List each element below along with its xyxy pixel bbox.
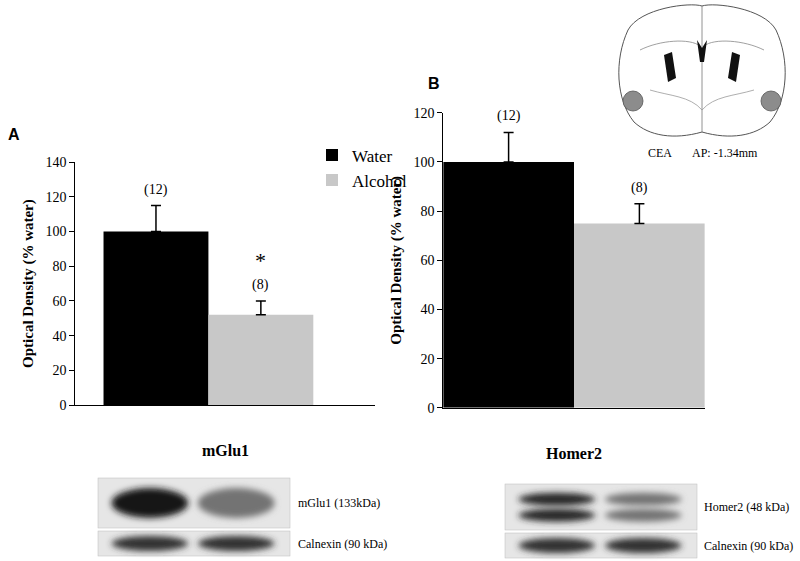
svg-text:60: 60: [52, 294, 66, 309]
svg-text:B: B: [428, 75, 440, 92]
svg-text:40: 40: [52, 329, 66, 344]
svg-text:100: 100: [45, 224, 66, 239]
svg-text:(12): (12): [144, 182, 168, 198]
svg-text:Calnexin (90 kDa): Calnexin (90 kDa): [704, 539, 793, 553]
svg-text:Optical Density (% water): Optical Density (% water): [20, 199, 37, 368]
svg-text:Homer2: Homer2: [546, 445, 602, 462]
svg-text:100: 100: [413, 155, 434, 170]
svg-text:20: 20: [420, 352, 434, 367]
svg-text:(8): (8): [252, 277, 269, 293]
svg-text:mGlu1 (133kDa): mGlu1 (133kDa): [298, 496, 380, 510]
svg-text:CEA: CEA: [648, 146, 672, 160]
svg-text:Homer2 (48 kDa): Homer2 (48 kDa): [704, 500, 789, 514]
svg-text:Optical Density (% water): Optical Density (% water): [388, 176, 405, 345]
svg-text:20: 20: [52, 363, 66, 378]
svg-text:Water: Water: [352, 147, 392, 166]
svg-text:140: 140: [45, 155, 66, 170]
svg-text:0: 0: [427, 401, 434, 416]
svg-text:A: A: [8, 126, 20, 143]
svg-text:(8): (8): [631, 180, 648, 196]
svg-text:120: 120: [413, 106, 434, 121]
svg-text:80: 80: [420, 204, 434, 219]
svg-text:mGlu1: mGlu1: [202, 442, 249, 459]
svg-text:(12): (12): [497, 108, 521, 124]
svg-text:Alcohol: Alcohol: [352, 172, 407, 191]
svg-text:AP: -1.34mm: AP: -1.34mm: [692, 146, 758, 160]
svg-text:60: 60: [420, 253, 434, 268]
svg-text:80: 80: [52, 259, 66, 274]
svg-text:Calnexin (90 kDa): Calnexin (90 kDa): [298, 537, 387, 551]
svg-text:0: 0: [59, 398, 66, 413]
svg-text:120: 120: [45, 190, 66, 205]
svg-text:40: 40: [420, 302, 434, 317]
svg-text:*: *: [255, 248, 266, 273]
